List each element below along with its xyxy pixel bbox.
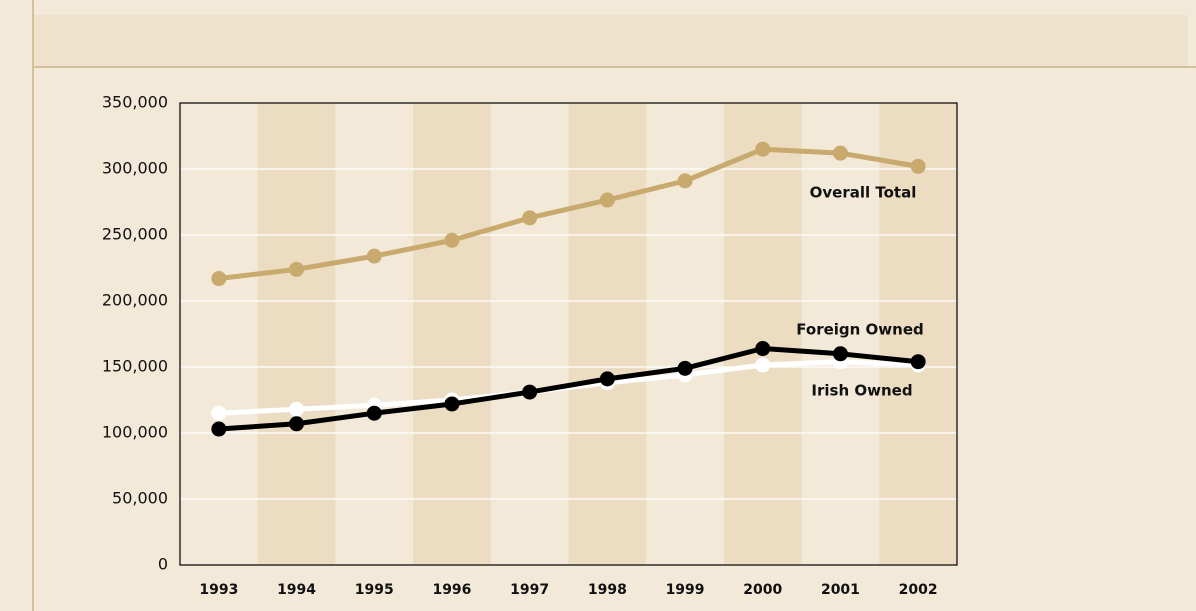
- point: [599, 371, 615, 387]
- series-line: [218, 146, 919, 282]
- x-tick-label: 1998: [588, 582, 627, 598]
- y-tick-label: 0: [158, 555, 168, 574]
- header-band: [33, 15, 1188, 67]
- point: [755, 357, 771, 373]
- point: [910, 158, 926, 174]
- y-tick-label: 50,000: [112, 489, 168, 508]
- x-tick-label: 2001: [821, 582, 860, 598]
- series-label: Foreign Owned: [796, 321, 924, 339]
- column-band: [568, 103, 647, 565]
- series-line: [218, 346, 919, 432]
- x-tick-label: 2002: [899, 582, 938, 598]
- series-label: Overall Total: [810, 184, 917, 202]
- point: [211, 405, 227, 421]
- point: [677, 360, 693, 376]
- point: [832, 346, 848, 362]
- point: [444, 232, 460, 248]
- point: [444, 396, 460, 412]
- y-tick-label: 200,000: [102, 291, 168, 310]
- point: [211, 271, 227, 287]
- x-tick-label: 2000: [743, 582, 782, 598]
- plot-border: [179, 102, 958, 566]
- y-tick-label: 350,000: [102, 93, 168, 112]
- point: [755, 341, 771, 357]
- y-tick-label: 100,000: [102, 423, 168, 442]
- point: [366, 405, 382, 421]
- point: [211, 421, 227, 437]
- point: [366, 248, 382, 264]
- column-band: [723, 103, 802, 565]
- x-tick-label: 1995: [355, 582, 394, 598]
- point: [832, 145, 848, 161]
- column-band: [257, 103, 336, 565]
- column-band: [413, 103, 491, 565]
- column-band: [879, 103, 957, 565]
- y-tick-label: 300,000: [102, 159, 168, 178]
- point: [755, 141, 771, 157]
- point: [289, 261, 305, 277]
- point: [289, 401, 305, 417]
- point: [910, 354, 926, 370]
- point: [599, 192, 615, 208]
- point: [677, 173, 693, 189]
- point: [522, 210, 538, 226]
- point: [289, 416, 305, 432]
- x-tick-label: 1999: [666, 582, 705, 598]
- x-tick-label: 1993: [199, 582, 238, 598]
- y-tick-label: 150,000: [102, 357, 168, 376]
- x-tick-label: 1994: [277, 582, 316, 598]
- x-tick-label: 1997: [510, 582, 549, 598]
- series-label: Irish Owned: [811, 382, 912, 400]
- y-tick-label: 250,000: [102, 225, 168, 244]
- point: [522, 384, 538, 400]
- x-tick-label: 1996: [432, 582, 471, 598]
